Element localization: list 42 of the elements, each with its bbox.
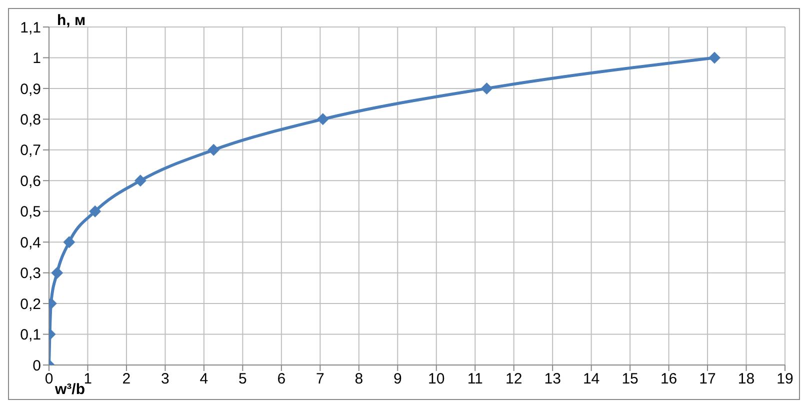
point	[480, 82, 493, 94]
point	[134, 174, 146, 187]
y-tick-label: 0	[32, 357, 41, 374]
x-tick-label: 12	[506, 370, 522, 388]
point	[89, 205, 102, 218]
x-tick-label: 2	[122, 370, 131, 388]
x-tick-label: 17	[699, 370, 716, 388]
x-tick-label: 14	[582, 370, 600, 388]
x-tick-label: 6	[277, 370, 286, 388]
x-tick-label: 19	[776, 370, 794, 388]
y-tick-label: 0,1	[20, 326, 41, 344]
x-tick-label: 3	[161, 370, 170, 388]
x-tick-label: 5	[238, 370, 247, 388]
y-tick-label: 0,2	[20, 296, 41, 313]
point	[51, 266, 64, 279]
x-tick-label: 7	[316, 370, 324, 388]
y-axis-title: h, м	[57, 12, 86, 29]
point	[208, 144, 220, 156]
point	[63, 236, 76, 248]
x-tick-label: 15	[622, 370, 638, 388]
x-tick-label: 0	[44, 370, 54, 388]
x-tick-label: 18	[738, 370, 755, 388]
x-tick-label: 4	[200, 370, 208, 388]
x-tick-label: 1	[84, 370, 92, 388]
x-tick-label: 13	[544, 370, 561, 388]
y-tick-label: 0,6	[20, 172, 41, 190]
y-tick-label: 0,4	[20, 234, 41, 252]
x-tick-label: 9	[393, 370, 402, 388]
y-tick-label: 0,5	[20, 204, 41, 221]
y-tick-label: 1	[32, 50, 41, 68]
y-tick-label: 0,9	[20, 80, 41, 98]
x-axis-title: w³/b	[55, 381, 85, 398]
y-tick-label: 0,8	[20, 112, 41, 129]
x-tick-label: 10	[428, 370, 445, 388]
y-tick-label: 0,3	[20, 265, 41, 282]
y-tick-label: 1,1	[20, 19, 41, 36]
x-tick-label: 11	[467, 370, 483, 388]
x-tick-label: 8	[354, 370, 364, 388]
x-tick-label: 16	[660, 370, 678, 388]
y-tick-label: 0,7	[20, 142, 41, 160]
point	[708, 52, 720, 64]
point	[316, 113, 329, 126]
